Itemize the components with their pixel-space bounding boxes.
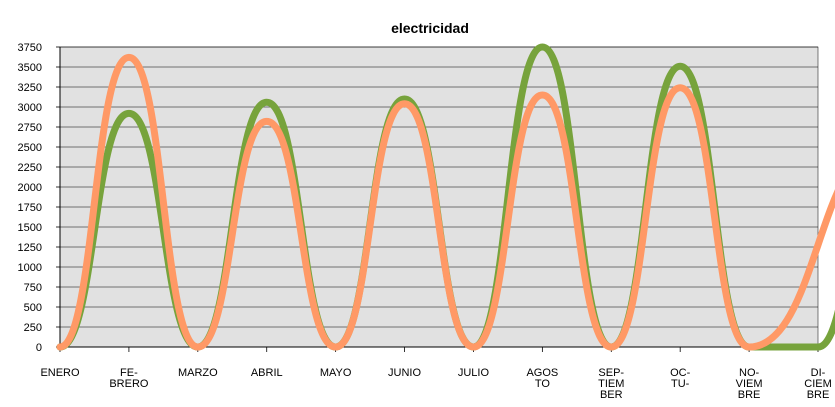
x-tick-label: ABRIL [251,367,283,379]
x-axis: ENERO FE-BRERO MARZO ABRIL MAYO JUNIO JULIO AGO… [40,346,832,401]
y-axis: 0 250 500 750 1000 1250 1500 1750 2000 2250 2500 27… [18,42,61,354]
x-tick-label: MARZO [178,367,218,379]
series-group [56,43,835,351]
y-tick-label: 2250 [18,162,42,174]
y-tick-label: 2500 [18,142,42,154]
y-tick-label: 3500 [18,62,42,74]
x-tick-label: OC-TU- [670,367,691,390]
x-tick-label: JULIO [458,367,490,379]
y-tick-label: 750 [24,282,42,294]
series-line-2 [56,53,835,351]
y-tick-label: 0 [36,342,42,354]
y-tick-label: 500 [24,302,42,314]
y-tick-label: 250 [24,322,42,334]
y-tick-label: 1250 [18,242,42,254]
y-tick-label: 1000 [18,262,42,274]
x-tick-label: NO-VIEM BRE [736,367,763,401]
y-tick-label: 2750 [18,122,42,134]
x-tick-label: MAYO [320,367,352,379]
x-tick-label: SEP-TIEM BER [598,367,624,401]
y-tick-label: 1500 [18,222,42,234]
x-tick-label: JUNIO [388,367,421,379]
y-tick-label: 2000 [18,182,42,194]
chart-title: electricidad [391,20,469,36]
y-tick-label: 3250 [18,82,42,94]
x-tick-label: DI-CIEM BRE [804,367,832,401]
x-tick-label: ENERO [40,367,80,379]
y-tick-label: 3750 [18,42,42,54]
y-tick-label: 1750 [18,202,42,214]
x-tick-label: AGOS TO [526,367,558,390]
x-tick-label: FE-BRERO [109,367,149,390]
y-tick-label: 3000 [18,102,42,114]
